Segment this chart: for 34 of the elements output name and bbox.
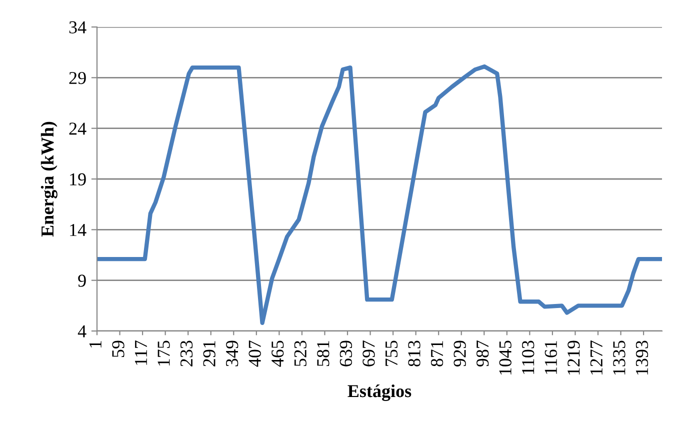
x-tick-label: 59	[112, 340, 124, 358]
x-tick-label: 1161	[544, 341, 557, 374]
x-tick-label: 755	[386, 340, 398, 366]
x-axis-title: Estágios	[348, 384, 412, 402]
y-tick-label: 24	[69, 122, 86, 135]
x-tick-label: 349	[226, 340, 238, 366]
x-tick-label: 929	[454, 340, 466, 367]
x-tick-label: 291	[203, 341, 216, 366]
y-tick-label: 9	[78, 274, 86, 287]
x-tick-label: 175	[158, 340, 170, 366]
x-tick-label: 871	[430, 341, 444, 366]
x-tick-label: 1219	[568, 340, 580, 375]
x-tick-label: 523	[294, 340, 306, 366]
y-tick-label: 34	[69, 21, 86, 34]
x-tick-label: 465	[272, 340, 284, 367]
x-tick-label: 581	[317, 341, 330, 366]
y-axis-title: Energia (kWh)	[40, 122, 58, 237]
y-tick-label: 14	[70, 224, 86, 236]
x-tick-label: 697	[362, 340, 375, 366]
x-tick-label: 117	[134, 340, 147, 365]
x-tick-label: 1045	[499, 340, 512, 375]
y-tick-label: 29	[69, 72, 86, 84]
y-tick-label: 4	[78, 325, 86, 338]
x-tick-label: 813	[408, 340, 420, 366]
x-tick-label: 1	[89, 341, 102, 348]
x-tick-label: 1393	[636, 340, 648, 375]
x-tick-label: 1277	[590, 340, 602, 375]
x-tick-label: 1335	[613, 340, 626, 375]
x-tick-label: 639	[340, 340, 352, 366]
x-tick-label: 987	[476, 340, 489, 367]
x-tick-label: 233	[180, 340, 193, 366]
y-tick-label: 19	[70, 173, 86, 186]
x-tick-label: 407	[248, 340, 261, 367]
x-tick-label: 1103	[522, 340, 534, 374]
